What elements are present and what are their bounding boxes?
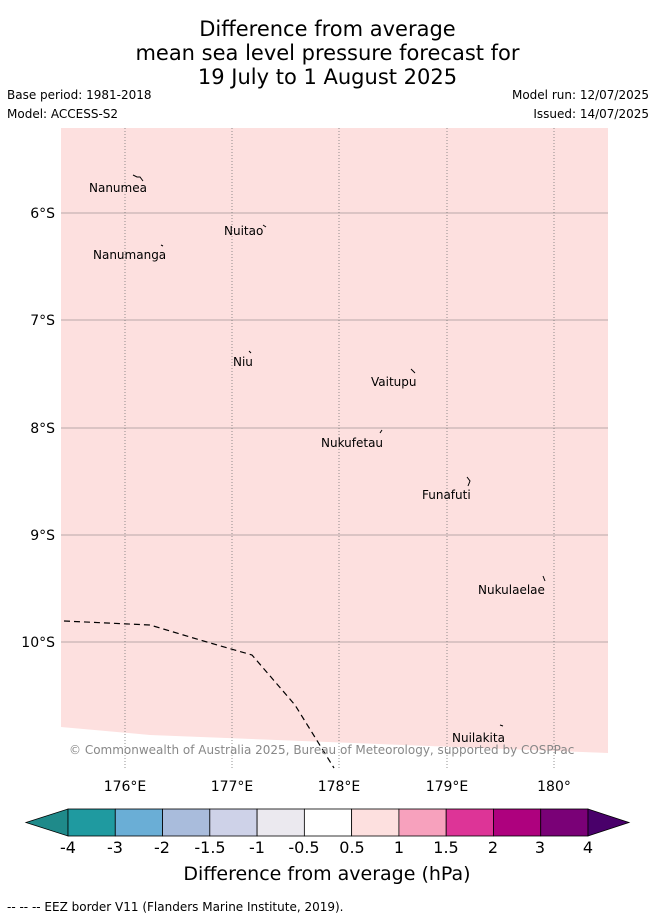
place-label: Vaitupu	[371, 375, 417, 389]
issued-date: Issued: 14/07/2025	[533, 107, 649, 121]
lon-tick-label: 177°E	[211, 779, 254, 795]
colorbar-segment	[493, 808, 542, 837]
island-nanumea	[132, 174, 144, 182]
lat-tick-label: 8°S	[30, 421, 55, 437]
colorbar-segment	[398, 808, 447, 837]
lat-tick-label: 9°S	[30, 528, 55, 544]
title-line-1: Difference from average	[199, 17, 456, 41]
lat-tick-label: 6°S	[30, 206, 55, 222]
place-label: Niu	[233, 355, 253, 369]
lon-tick-label: 180°	[537, 779, 571, 795]
colorbar-tick-label: 3	[535, 838, 545, 857]
colorbar-tick-label: 1	[394, 838, 404, 857]
colorbar-segment	[256, 808, 305, 837]
island-nukufetau	[379, 429, 383, 434]
place-label: Nukufetau	[321, 436, 383, 450]
colorbar-segment	[540, 808, 589, 837]
anomaly-fill	[61, 128, 608, 753]
colorbar-tick-label: -0.5	[288, 838, 319, 857]
island-nanumanga	[160, 244, 164, 247]
place-label: Funafuti	[422, 488, 471, 502]
colorbar-tick-label: -1.5	[194, 838, 225, 857]
colorbar-segment	[209, 808, 258, 837]
base-period: Base period: 1981-2018	[7, 88, 152, 102]
model-name: Model: ACCESS-S2	[7, 107, 119, 121]
lon-tick-label: 178°E	[318, 779, 361, 795]
place-label: Nukulaelae	[478, 583, 545, 597]
island-funafuti	[466, 476, 471, 487]
place-label: Nanumanga	[93, 248, 166, 262]
eez-footer-note: -- -- -- EEZ border V11 (Flanders Marine…	[7, 900, 344, 914]
lat-gridlines	[61, 212, 608, 643]
eez-border	[63, 620, 335, 769]
island-vaitupu	[410, 368, 416, 374]
colorbar-segment	[162, 808, 211, 837]
colorbar-arrow-low	[24, 808, 69, 837]
colorbar-tick-label: 0.5	[339, 838, 364, 857]
lat-tick-label: 10°S	[21, 635, 55, 651]
island-nuitao	[262, 224, 267, 228]
colorbar-tick-label: 2	[488, 838, 498, 857]
colorbar-tick-label: -4	[60, 838, 76, 857]
island-nuilakita	[499, 724, 504, 727]
place-label: Nanumea	[89, 181, 147, 195]
colorbar-tick-label: -2	[154, 838, 170, 857]
colorbar-arrow-high	[587, 808, 631, 837]
title-line-2: mean sea level pressure forecast for	[135, 41, 520, 65]
colorbar-segment	[445, 808, 494, 837]
colorbar-tick-label: -1	[249, 838, 265, 857]
copyright-notice: © Commonwealth of Australia 2025, Bureau…	[69, 743, 574, 757]
place-label: Nuilakita	[452, 731, 505, 745]
colorbar-tick-label: 4	[583, 838, 593, 857]
title-line-3: 19 July to 1 August 2025	[197, 65, 458, 89]
colorbar	[24, 808, 631, 837]
colorbar-segment	[114, 808, 163, 837]
colorbar-segment	[351, 808, 400, 837]
colorbar-tick-label: 1.5	[433, 838, 458, 857]
lon-tick-label: 176°E	[104, 779, 147, 795]
lat-tick-label: 7°S	[30, 313, 55, 329]
model-run: Model run: 12/07/2025	[511, 88, 649, 102]
colorbar-segment	[67, 808, 116, 837]
island-nukulaelae	[542, 575, 546, 582]
colorbar-label: Difference from average (hPa)	[183, 863, 470, 885]
lon-tick-label: 179°E	[426, 779, 469, 795]
lon-gridlines	[124, 128, 555, 770]
place-label: Nuitao	[224, 224, 263, 238]
colorbar-tick-label: -3	[107, 838, 123, 857]
islands	[132, 174, 546, 727]
island-niu	[248, 350, 252, 354]
colorbar-segment	[303, 808, 353, 837]
